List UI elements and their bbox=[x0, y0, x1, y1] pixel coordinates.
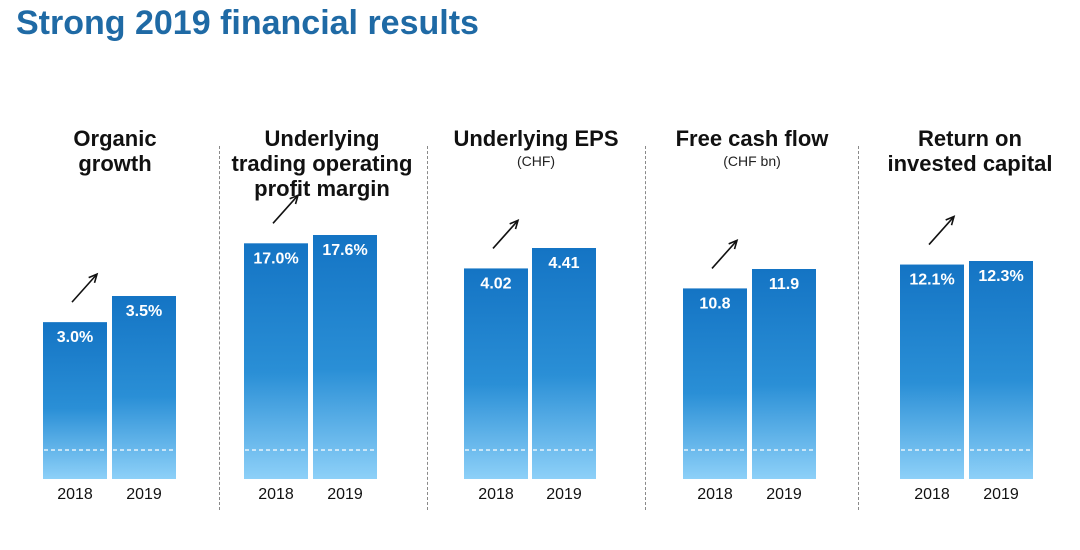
bar-2019 bbox=[532, 248, 596, 479]
panel-title-line: profit margin bbox=[254, 176, 390, 201]
chart-panel-2: 17.0% 2018 17.6% 2019 bbox=[244, 193, 377, 503]
panel-title-roic: Return on invested capital bbox=[862, 126, 1078, 176]
year-label: 2019 bbox=[766, 486, 802, 503]
bar-2018 bbox=[683, 288, 747, 479]
bar-2018 bbox=[900, 264, 964, 479]
chart-panel-4: 10.8 2018 11.9 2019 bbox=[683, 239, 816, 503]
bar-2018 bbox=[43, 322, 107, 479]
bar-value-label: 17.6% bbox=[322, 242, 367, 259]
panel-divider bbox=[645, 146, 646, 510]
page-title: Strong 2019 financial results bbox=[16, 4, 479, 42]
growth-arrow-icon bbox=[492, 219, 520, 249]
panel-title-line: Underlying bbox=[264, 126, 380, 151]
year-label: 2018 bbox=[697, 486, 733, 503]
panel-title-line: Organic bbox=[73, 126, 157, 151]
bar-value-label: 11.9 bbox=[769, 276, 799, 293]
panel-subtitle-free-cash-flow: (CHF bn) bbox=[723, 153, 781, 169]
bar-value-label: 4.41 bbox=[548, 255, 579, 272]
panel-title-organic-growth: Organic growth bbox=[15, 126, 215, 176]
year-label: 2018 bbox=[258, 486, 294, 503]
bar-2018 bbox=[464, 268, 528, 479]
panel-title-line: Return on bbox=[918, 126, 1022, 151]
year-label: 2019 bbox=[126, 486, 162, 503]
chart-panel-3: 4.02 2018 4.41 2019 bbox=[464, 219, 596, 503]
bar-2019 bbox=[112, 296, 176, 479]
chart-panel-5: 12.1% 2018 12.3% 2019 bbox=[900, 215, 1033, 503]
growth-arrow-icon bbox=[711, 239, 739, 269]
bar-2018 bbox=[244, 243, 308, 479]
year-label: 2019 bbox=[983, 486, 1019, 503]
panel-subtitle-eps: (CHF) bbox=[516, 153, 556, 169]
panel-divider bbox=[219, 146, 220, 510]
year-label: 2019 bbox=[327, 486, 363, 503]
chart-panel-1: 3.0% 2018 3.5% 2019 bbox=[43, 272, 176, 503]
growth-arrow-icon bbox=[928, 215, 956, 246]
bar-2019 bbox=[313, 235, 377, 479]
year-label: 2018 bbox=[914, 486, 950, 503]
panel-title-line: Underlying EPS bbox=[453, 126, 619, 151]
bar-value-label: 3.5% bbox=[126, 303, 162, 320]
panel-title-eps: Underlying EPS bbox=[430, 126, 642, 151]
bar-value-label: 12.3% bbox=[978, 268, 1023, 285]
panel-title-line: Free cash flow bbox=[675, 126, 829, 151]
panel-title-free-cash-flow: Free cash flow bbox=[648, 126, 856, 151]
panel-title-trading-margin: Underlying trading operating profit marg… bbox=[212, 126, 432, 201]
panel-divider bbox=[858, 146, 859, 510]
growth-arrow-icon bbox=[272, 193, 300, 224]
bar-2019 bbox=[752, 269, 816, 479]
bar-value-label: 12.1% bbox=[909, 272, 954, 289]
panel-title-line: invested capital bbox=[887, 151, 1053, 176]
bar-value-label: 3.0% bbox=[57, 329, 93, 346]
growth-arrow-icon bbox=[71, 272, 99, 303]
panel-divider bbox=[427, 146, 428, 510]
panel-title-line: growth bbox=[78, 151, 152, 176]
bar-value-label: 17.0% bbox=[253, 250, 298, 267]
year-label: 2019 bbox=[546, 486, 582, 503]
year-label: 2018 bbox=[57, 486, 93, 503]
bar-value-label: 10.8 bbox=[699, 295, 730, 312]
year-label: 2018 bbox=[478, 486, 514, 503]
panel-title-line: trading operating bbox=[231, 151, 413, 176]
bar-2019 bbox=[969, 261, 1033, 479]
bar-value-label: 4.02 bbox=[480, 275, 511, 292]
